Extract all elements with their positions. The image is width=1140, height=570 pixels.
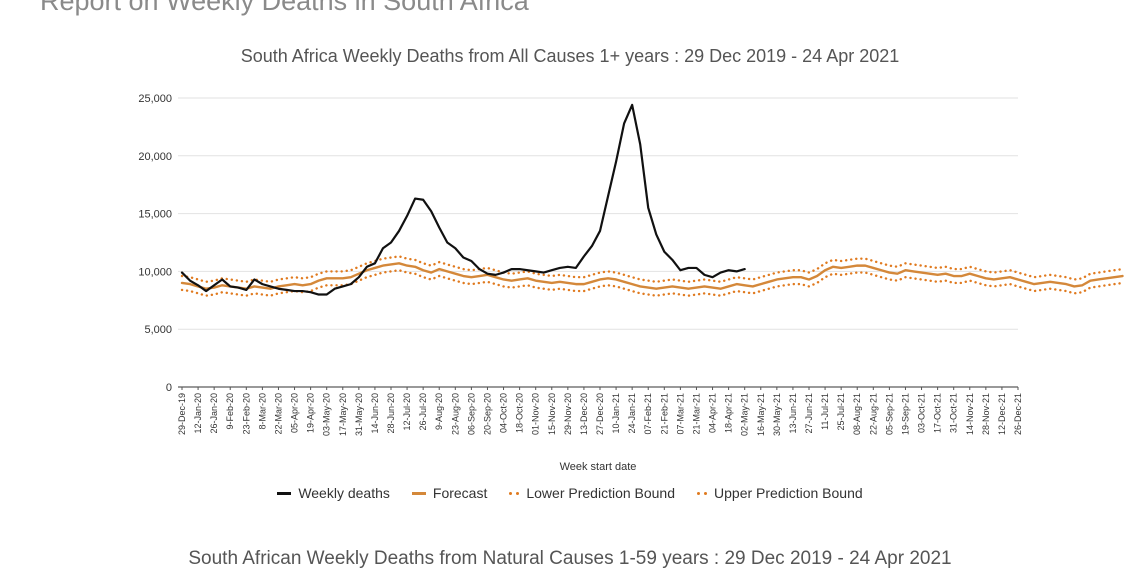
x-tick-label: 21-Mar-21: [691, 393, 701, 435]
series-line-lower-prediction-bound: [180, 269, 1124, 297]
x-tick-label: 23-Aug-20: [450, 393, 460, 435]
x-tick-label: 19-Sep-21: [900, 393, 910, 435]
page-heading: Report on Weekly Deaths in South Africa: [40, 0, 529, 16]
x-tick-label: 26-Dec-21: [1013, 393, 1023, 435]
x-tick-label: 31-Oct-21: [949, 393, 959, 433]
x-tick-label: 05-Apr-20: [290, 393, 300, 433]
second-chart-title: South African Weekly Deaths from Natural…: [188, 548, 952, 569]
legend-label-lower-bound: Lower Prediction Bound: [526, 485, 676, 501]
x-tick-label: 18-Oct-20: [515, 393, 525, 433]
x-tick-label: 16-May-21: [756, 393, 766, 436]
series-line-forecast: [180, 262, 1124, 290]
legend-swatch-upper-bound: [697, 491, 708, 495]
legend-item-forecast: Forecast: [411, 485, 488, 501]
x-tick-label: 14-Jun-20: [370, 393, 380, 434]
x-tick-label: 30-May-21: [772, 393, 782, 436]
y-tick-label: 5,000: [144, 324, 172, 336]
x-tick-label: 22-Aug-21: [868, 393, 878, 435]
legend-swatch-weekly-deaths: [277, 491, 292, 495]
x-axis-ticks: 29-Dec-19 12-Jan-20 26-Jan-20 9-Feb-20 23-Fe…: [177, 387, 1023, 436]
legend-label-forecast: Forecast: [432, 485, 488, 501]
x-tick-label: 04-Oct-20: [499, 393, 509, 433]
x-tick-label: 26-Jul-20: [418, 393, 428, 431]
x-tick-label: 25-Jul-21: [836, 393, 846, 431]
x-tick-label: 15-Nov-20: [547, 393, 557, 435]
x-tick-label: 28-Jun-20: [386, 393, 396, 434]
x-tick-label: 26-Jan-20: [209, 393, 219, 434]
x-tick-label: 13-Dec-20: [579, 393, 589, 435]
x-tick-label: 18-Apr-21: [724, 393, 734, 433]
x-tick-label: 8-Mar-20: [257, 393, 267, 430]
chart-series: [180, 103, 1124, 297]
series-line-upper-prediction-bound: [180, 255, 1124, 283]
legend-item-upper-bound: Upper Prediction Bound: [697, 485, 863, 501]
x-tick-label: 03-Oct-21: [917, 393, 927, 433]
x-tick-label: 03-May-20: [322, 393, 332, 436]
chart-gridlines: [178, 97, 1018, 388]
x-tick-label: 01-Nov-20: [531, 393, 541, 435]
y-tick-label: 0: [166, 382, 172, 394]
x-tick-label: 02-May-21: [740, 393, 750, 436]
x-tick-label: 05-Sep-21: [884, 393, 894, 435]
x-tick-label: 28-Nov-21: [981, 393, 991, 435]
y-tick-label: 15,000: [138, 209, 172, 221]
x-axis-label: Week start date: [560, 461, 637, 473]
y-tick-label: 20,000: [138, 151, 172, 163]
y-axis-ticks: 0 5,000 10,000 15,000 20,000 25,000: [138, 93, 172, 394]
x-tick-label: 17-May-20: [338, 393, 348, 436]
x-tick-label: 11-Jul-21: [820, 393, 830, 430]
x-tick-label: 29-Dec-19: [177, 393, 187, 435]
legend-label-weekly-deaths: Weekly deaths: [298, 485, 390, 501]
x-tick-label: 06-Sep-20: [466, 393, 476, 435]
legend-swatch-lower-bound: [509, 491, 520, 495]
y-tick-label: 25,000: [138, 93, 172, 105]
legend-item-weekly-deaths: Weekly deaths: [277, 485, 390, 501]
x-tick-label: 12-Jan-20: [193, 393, 203, 434]
x-tick-label: 29-Nov-20: [563, 393, 573, 435]
x-tick-label: 12-Dec-21: [997, 393, 1007, 435]
x-tick-label: 17-Oct-21: [933, 393, 943, 433]
x-tick-label: 13-Jun-21: [788, 393, 798, 434]
x-tick-label: 27-Dec-20: [595, 393, 605, 435]
chart-legend: Weekly deaths Forecast Lower Prediction …: [0, 485, 1140, 501]
legend-swatch-forecast: [411, 491, 426, 495]
series-line-weekly-deaths: [180, 103, 746, 296]
y-tick-label: 10,000: [138, 266, 172, 278]
x-tick-label: 07-Feb-21: [643, 393, 653, 435]
x-tick-label: 27-Jun-21: [804, 393, 814, 434]
x-tick-label: 08-Aug-21: [852, 393, 862, 435]
legend-label-upper-bound: Upper Prediction Bound: [714, 485, 863, 501]
legend-item-lower-bound: Lower Prediction Bound: [509, 485, 675, 501]
x-tick-label: 9-Feb-20: [225, 393, 235, 430]
x-tick-label: 12-Jul-20: [402, 393, 412, 431]
x-tick-label: 22-Mar-20: [273, 393, 283, 435]
x-tick-label: 10-Jan-21: [611, 393, 621, 434]
x-tick-label: 19-Apr-20: [306, 393, 316, 433]
weekly-deaths-chart: 0 5,000 10,000 15,000 20,000 25,000 29-Dec-19…: [138, 93, 1124, 473]
chart-title: South Africa Weekly Deaths from All Caus…: [240, 46, 900, 66]
x-tick-label: 14-Nov-21: [965, 393, 975, 435]
x-tick-label: 07-Mar-21: [675, 393, 685, 435]
x-tick-label: 23-Feb-20: [241, 393, 251, 435]
x-tick-label: 20-Sep-20: [482, 393, 492, 435]
x-tick-label: 9-Aug-20: [434, 393, 444, 430]
x-tick-label: 31-May-20: [354, 393, 364, 436]
x-tick-label: 24-Jan-21: [627, 393, 637, 434]
x-tick-label: 21-Feb-21: [659, 393, 669, 435]
x-tick-label: 04-Apr-21: [708, 393, 718, 433]
